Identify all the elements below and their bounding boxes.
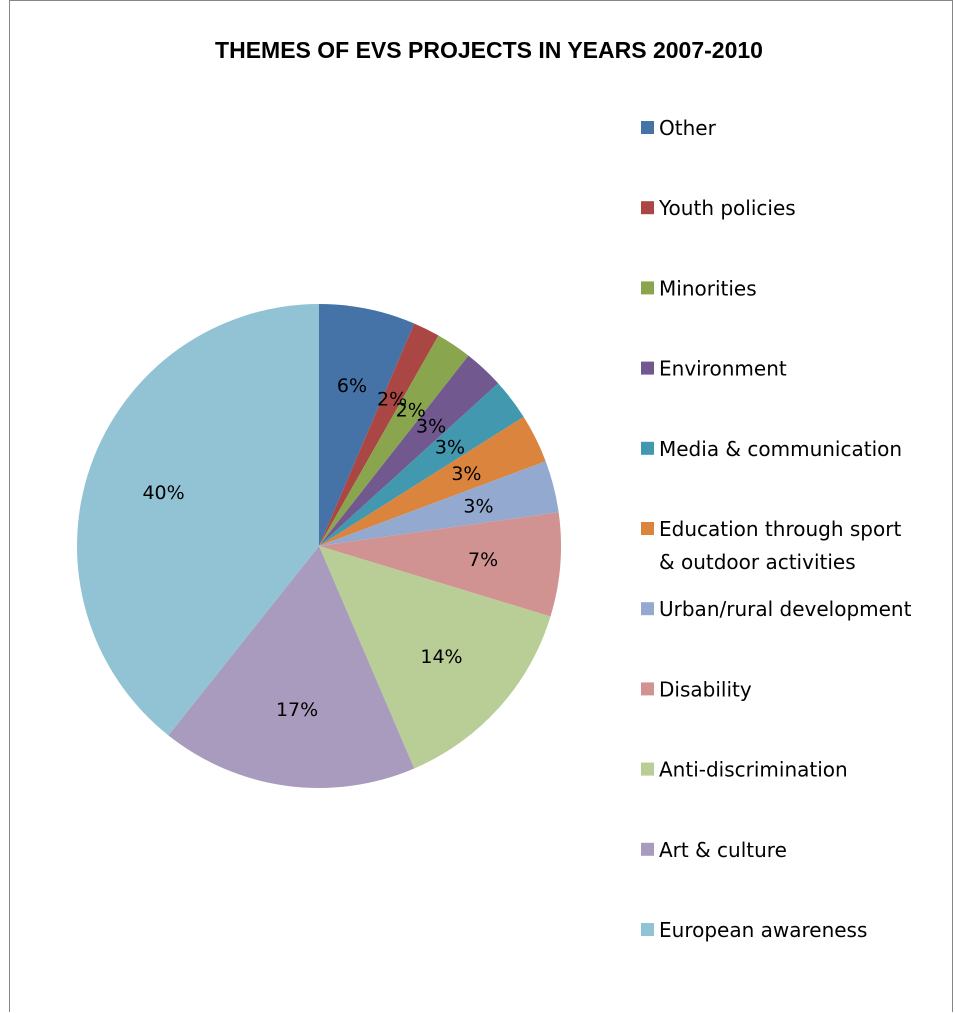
legend-label: Youth policies	[658, 196, 796, 220]
data-label: 2%	[396, 399, 426, 421]
legend-label: Disability	[659, 677, 752, 701]
legend-item: European awareness	[641, 918, 867, 942]
pie-slice	[319, 416, 546, 546]
data-label: 2%	[377, 389, 407, 411]
data-label: 7%	[468, 549, 498, 571]
pie-slice	[77, 304, 319, 736]
chart-title: THEMES OF EVS PROJECTS IN YEARS 2007-201…	[215, 37, 763, 63]
legend-item: Youth policies	[641, 196, 796, 220]
legend-label: Environment	[659, 357, 787, 381]
data-label: 3%	[463, 496, 493, 518]
data-label: 3%	[416, 416, 446, 438]
legend-item: Urban/rural development	[641, 597, 912, 621]
legend-swatch	[641, 361, 654, 375]
legend-item: Minorities	[641, 276, 757, 300]
legend-swatch	[641, 522, 654, 535]
data-labels: 6%2%2%3%3%3%3%7%14%17%40%	[142, 375, 498, 721]
legend-swatch	[641, 682, 654, 696]
legend-label: European awareness	[659, 918, 867, 942]
pie-chart: THEMES OF EVS PROJECTS IN YEARS 2007-201…	[77, 37, 912, 942]
data-label: 14%	[420, 646, 462, 668]
legend-swatch	[641, 602, 654, 616]
legend-item: Disability	[641, 677, 752, 701]
legend-label: Minorities	[659, 276, 757, 300]
legend-label: Art & culture	[659, 838, 787, 862]
pie-slice	[319, 546, 551, 769]
pie-slice	[319, 461, 559, 546]
legend-item: Media & communication	[641, 437, 902, 461]
pie-slice	[319, 512, 561, 617]
legend-swatch	[641, 281, 654, 295]
legend-swatch	[641, 201, 654, 215]
legend-item: Education through sport & outdoor activit…	[641, 517, 901, 574]
pie-slice	[319, 323, 439, 546]
pie-slices	[77, 304, 561, 788]
data-label: 6%	[337, 375, 367, 397]
pie-slice	[319, 304, 415, 546]
pie-slice	[319, 355, 499, 546]
pie-slice	[319, 383, 524, 546]
pie-slice	[168, 546, 415, 788]
legend: Other Youth policies Minorities Environment…	[641, 116, 912, 942]
legend-label: Anti-discrimination	[659, 758, 848, 782]
legend-item: Environment	[641, 357, 787, 381]
pie-slice	[319, 335, 469, 546]
legend-swatch	[641, 762, 654, 776]
chart-area: THEMES OF EVS PROJECTS IN YEARS 2007-201…	[9, 0, 953, 1012]
legend-swatch	[641, 121, 654, 134]
legend-label: Media & communication	[659, 437, 902, 461]
legend-item: Anti-discrimination	[641, 758, 848, 782]
legend-swatch	[641, 923, 654, 936]
data-label: 17%	[276, 699, 318, 721]
legend-swatch	[641, 842, 654, 856]
data-label: 3%	[435, 436, 465, 458]
legend-item: Art & culture	[641, 838, 787, 862]
legend-label: Education through sport & outdoor activit…	[659, 517, 901, 574]
legend-swatch	[641, 441, 654, 455]
data-label: 3%	[451, 463, 481, 485]
legend-label: Urban/rural development	[659, 597, 912, 621]
legend-label: Other	[659, 116, 717, 140]
legend-item: Other	[641, 116, 717, 140]
data-label: 40%	[142, 482, 184, 504]
